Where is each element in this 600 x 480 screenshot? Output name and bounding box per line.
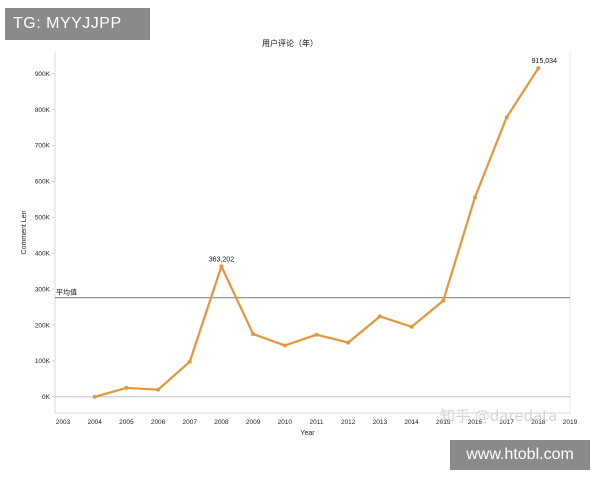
x-tick-label: 2005 bbox=[119, 419, 134, 426]
x-tick-label: 2006 bbox=[151, 419, 166, 426]
average-label: 平均值 bbox=[56, 288, 77, 297]
zhihu-watermark: 知乎 @daredata bbox=[440, 407, 558, 425]
y-axis: 0K 100K 200K 300K 400K 500K 600K 700K 800K 900K bbox=[35, 71, 55, 401]
y-tick-label: 0K bbox=[42, 394, 51, 401]
x-tick-label: 2014 bbox=[404, 419, 419, 426]
x-tick-label: 2015 bbox=[436, 419, 451, 426]
data-point bbox=[124, 385, 129, 390]
y-tick-label: 100K bbox=[35, 358, 51, 365]
reference-line-group: 平均值 bbox=[55, 288, 570, 299]
x-tick-label: 2013 bbox=[373, 419, 388, 426]
data-point bbox=[346, 340, 351, 345]
data-label: 363,202 bbox=[209, 256, 234, 263]
chart-title: 用户评论（年） bbox=[262, 38, 318, 48]
data-labels: 363,202 915,034 bbox=[209, 58, 557, 263]
y-tick-label: 800K bbox=[35, 107, 51, 114]
data-label: 915,034 bbox=[532, 58, 557, 65]
x-tick-label: 2009 bbox=[246, 419, 261, 426]
data-point bbox=[314, 332, 319, 337]
x-tick-label: 2008 bbox=[214, 419, 229, 426]
data-point bbox=[156, 387, 161, 392]
x-tick-label: 2011 bbox=[310, 419, 324, 426]
data-point bbox=[377, 314, 382, 319]
plot-frame bbox=[54, 52, 571, 414]
data-point bbox=[251, 331, 256, 336]
y-tick-label: 300K bbox=[35, 286, 51, 293]
data-point bbox=[219, 264, 224, 269]
data-point bbox=[472, 195, 477, 200]
data-point bbox=[504, 115, 509, 120]
x-tick-label: 2018 bbox=[531, 419, 546, 426]
x-tick-label: 2012 bbox=[341, 419, 356, 426]
x-axis-title: Year bbox=[300, 430, 315, 437]
data-point bbox=[536, 66, 541, 71]
data-point bbox=[187, 359, 192, 364]
tg-watermark: TG: MYYJJPP bbox=[5, 8, 150, 40]
y-tick-label: 600K bbox=[35, 179, 51, 186]
x-tick-label: 2017 bbox=[499, 419, 514, 426]
data-point bbox=[282, 343, 287, 348]
y-tick-label: 200K bbox=[35, 322, 51, 329]
x-tick-label: 2019 bbox=[563, 419, 578, 426]
data-point bbox=[92, 394, 97, 399]
y-tick-label: 900K bbox=[35, 71, 51, 78]
data-point bbox=[409, 324, 414, 329]
x-tick-label: 2010 bbox=[278, 419, 293, 426]
url-watermark: www.htobl.com bbox=[450, 440, 590, 470]
y-tick-label: 400K bbox=[35, 250, 51, 257]
x-tick-label: 2004 bbox=[87, 419, 102, 426]
y-axis-title: Comment Len bbox=[21, 210, 28, 254]
y-tick-label: 500K bbox=[35, 215, 51, 222]
series-group bbox=[92, 66, 541, 399]
x-tick-label: 2016 bbox=[468, 419, 483, 426]
x-tick-label: 2007 bbox=[183, 419, 198, 426]
y-tick-label: 700K bbox=[35, 143, 51, 150]
x-tick-label: 2003 bbox=[56, 419, 71, 426]
x-axis: 2003 2004 2005 2006 2007 2008 2009 2010 2011 2012… bbox=[56, 419, 578, 426]
series-line bbox=[94, 67, 540, 398]
data-point bbox=[441, 298, 446, 303]
